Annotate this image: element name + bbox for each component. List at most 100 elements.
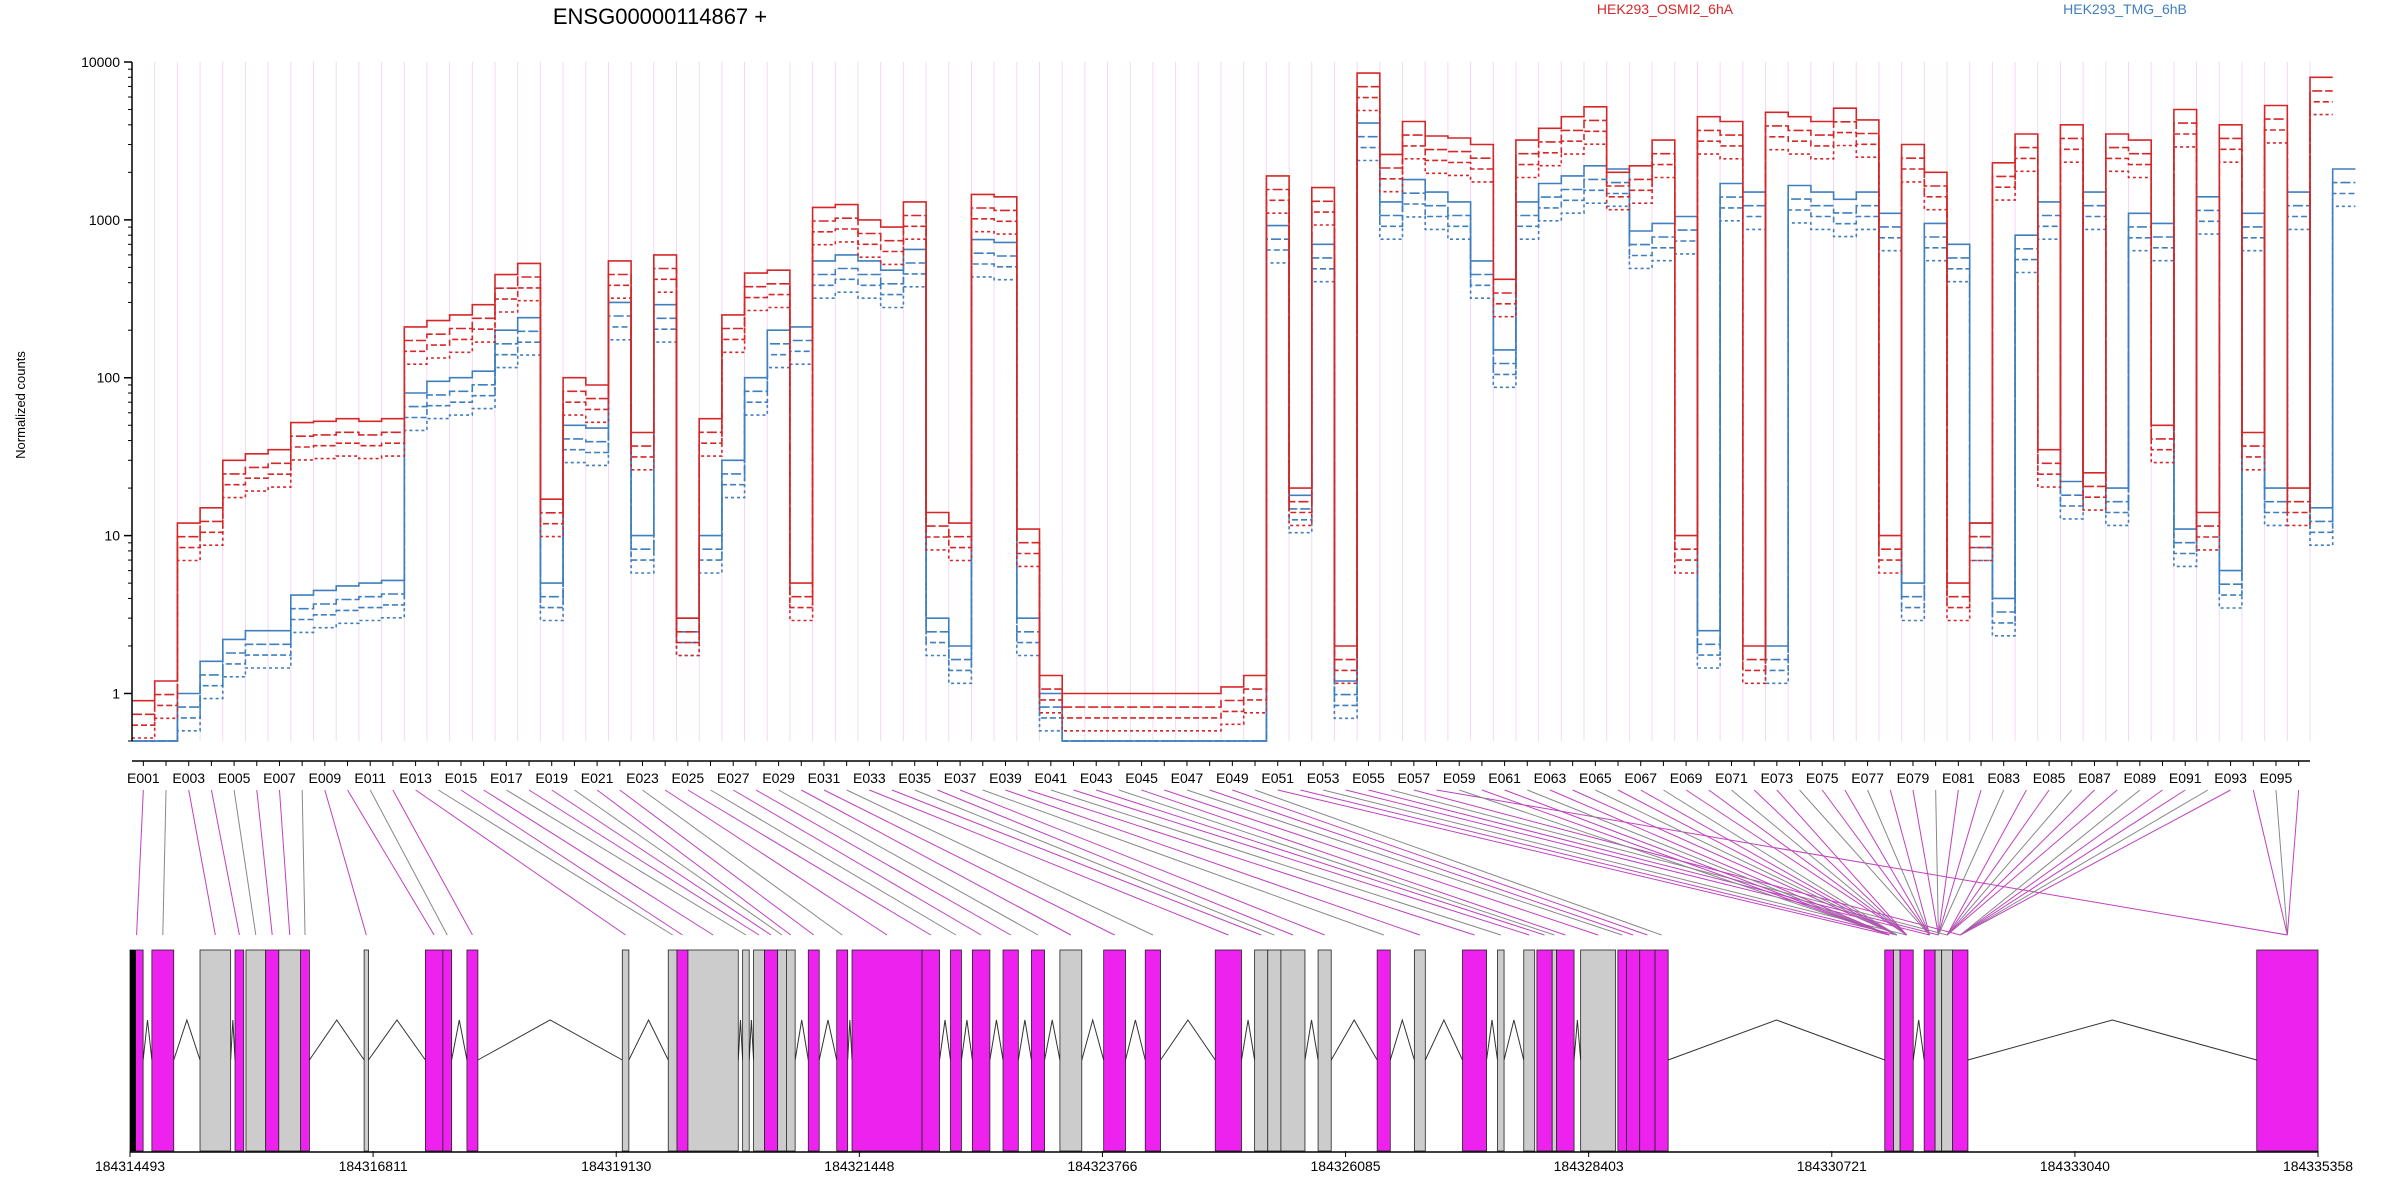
x-tick-label: E003 bbox=[172, 770, 205, 786]
x-tick-label: E057 bbox=[1397, 770, 1430, 786]
connector-line bbox=[1946, 789, 2118, 936]
exon-block bbox=[1899, 949, 1914, 1152]
intron-line bbox=[1667, 1019, 1885, 1061]
connector-line bbox=[982, 789, 1384, 936]
intron-line bbox=[737, 1019, 744, 1061]
x-tick-label: E089 bbox=[2123, 770, 2156, 786]
exon-block bbox=[1639, 949, 1656, 1152]
y-tick-label: 1 bbox=[112, 685, 120, 701]
connector-line bbox=[1844, 789, 1931, 936]
genomic-tick-label: 184326085 bbox=[1311, 1158, 1381, 1174]
x-tick-label: E001 bbox=[127, 770, 160, 786]
exon-block bbox=[1617, 949, 1627, 1152]
exon-block bbox=[1626, 949, 1641, 1152]
intron-line bbox=[309, 1019, 365, 1061]
connector-line bbox=[914, 789, 1275, 936]
exon-block bbox=[676, 949, 689, 1152]
exon-block bbox=[1317, 949, 1332, 1152]
connector-line bbox=[1436, 789, 2288, 936]
exon-block bbox=[1031, 949, 1045, 1152]
connector-line bbox=[1277, 789, 1890, 936]
intron-line bbox=[1304, 1019, 1319, 1061]
connector-line bbox=[1073, 789, 1530, 936]
intron-line bbox=[1486, 1019, 1498, 1061]
intron-line bbox=[173, 1018, 201, 1061]
intron-line bbox=[628, 1018, 669, 1061]
intron-line bbox=[794, 1019, 809, 1061]
connector-line bbox=[1946, 789, 2095, 936]
intron-line bbox=[1573, 1019, 1582, 1061]
exon-block bbox=[687, 949, 739, 1152]
intron-line bbox=[1424, 1018, 1463, 1061]
intron-line bbox=[368, 1019, 426, 1061]
x-tick-label: E009 bbox=[308, 770, 341, 786]
connector-line bbox=[2252, 789, 2288, 936]
x-tick-label: E051 bbox=[1261, 770, 1294, 786]
connector-line bbox=[755, 789, 1011, 936]
connector-line bbox=[2286, 789, 2300, 936]
y-axis-label: Normalized counts bbox=[13, 351, 28, 459]
exon-block bbox=[265, 949, 280, 1152]
connector-line bbox=[278, 789, 291, 936]
x-tick-label: E075 bbox=[1806, 770, 1839, 786]
x-tick-label: E013 bbox=[399, 770, 432, 786]
connector-line bbox=[801, 789, 1072, 936]
connector-line bbox=[369, 789, 448, 936]
connector-line bbox=[392, 789, 473, 936]
connector-line bbox=[642, 789, 843, 936]
x-tick-label: E039 bbox=[989, 770, 1022, 786]
exon-block bbox=[424, 949, 444, 1152]
connector-line bbox=[1685, 789, 1907, 936]
connector-line bbox=[1946, 789, 2027, 936]
connector-line bbox=[1300, 789, 1897, 936]
y-tick-label: 10000 bbox=[81, 54, 120, 70]
x-tick-label: E071 bbox=[1715, 770, 1748, 786]
connector-line bbox=[687, 789, 932, 936]
x-tick-label: E077 bbox=[1851, 770, 1884, 786]
series-osmi-replicate bbox=[132, 109, 2333, 739]
connector-line bbox=[937, 789, 1294, 936]
exon-block bbox=[1884, 949, 1894, 1152]
intron-line bbox=[960, 1019, 973, 1061]
x-tick-label: E007 bbox=[263, 770, 296, 786]
series-osmi-replicate bbox=[132, 96, 2333, 726]
genomic-tick-label: 184333040 bbox=[2040, 1158, 2110, 1174]
series-tmg-replicate bbox=[132, 122, 2356, 742]
exon-block bbox=[742, 949, 750, 1152]
connector-line bbox=[162, 789, 167, 936]
x-tick-label: E073 bbox=[1760, 770, 1793, 786]
intron-line bbox=[1389, 1018, 1415, 1061]
intron-line bbox=[1967, 1019, 2257, 1061]
connector-line bbox=[324, 789, 367, 936]
x-tick-label: E085 bbox=[2033, 770, 2066, 786]
plot-grid bbox=[131, 62, 2311, 741]
exon-block bbox=[130, 950, 136, 1151]
intron-line bbox=[1125, 1019, 1146, 1061]
intron-line bbox=[142, 1019, 153, 1061]
exon-block bbox=[764, 949, 779, 1152]
connector-line bbox=[1527, 789, 1890, 936]
exon-block bbox=[1654, 949, 1669, 1152]
exon-block bbox=[1934, 949, 1943, 1152]
exon-block bbox=[1580, 949, 1617, 1152]
connector-line bbox=[1459, 789, 1890, 936]
genomic-tick-label: 184328403 bbox=[1554, 1158, 1624, 1174]
connector-line bbox=[1959, 789, 2141, 936]
x-tick-label: E063 bbox=[1534, 770, 1567, 786]
connector-line bbox=[1368, 789, 1939, 936]
connector-line bbox=[1937, 789, 1959, 936]
connector-line bbox=[1753, 789, 1908, 936]
y-tick-label: 10 bbox=[104, 528, 120, 544]
intron-line bbox=[748, 1019, 755, 1061]
x-tick-label: E021 bbox=[581, 770, 614, 786]
x-tick-label: E049 bbox=[1216, 770, 1249, 786]
x-tick-label: E053 bbox=[1307, 770, 1340, 786]
x-tick-label: E067 bbox=[1624, 770, 1657, 786]
exon-block bbox=[1002, 949, 1019, 1152]
connector-line bbox=[301, 789, 306, 936]
x-tick-label: E023 bbox=[626, 770, 659, 786]
x-tick-label: E033 bbox=[853, 770, 886, 786]
connector-line bbox=[1959, 789, 2163, 936]
exon-block bbox=[1214, 949, 1242, 1152]
